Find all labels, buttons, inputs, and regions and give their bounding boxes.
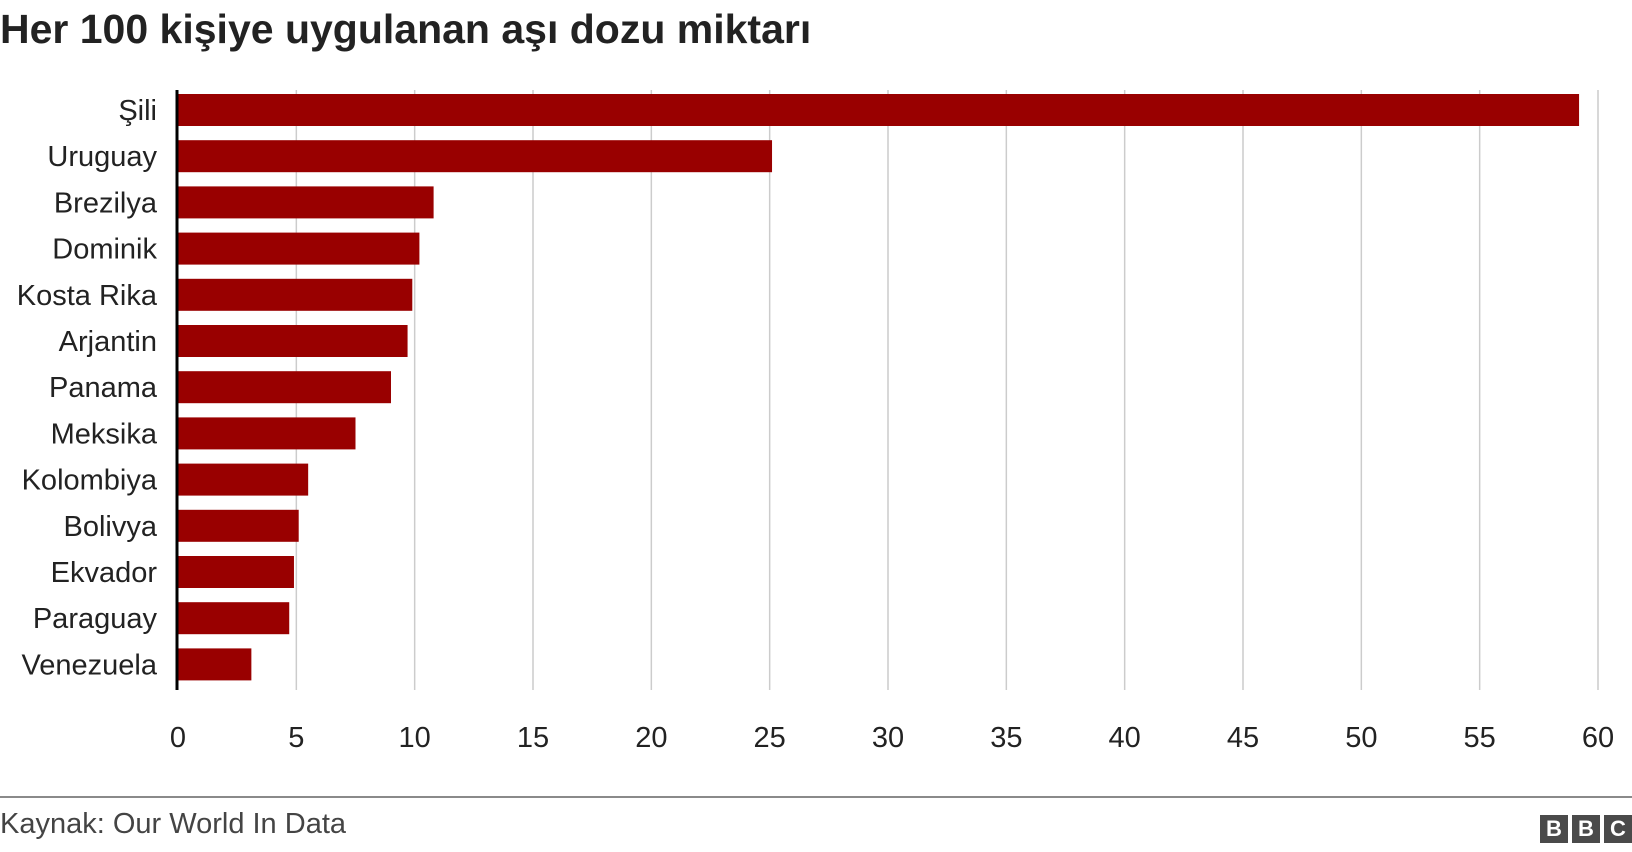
category-label: Panama [49,372,158,404]
bar [178,463,309,496]
category-label: Kosta Rika [17,280,158,312]
x-tick-label: 0 [170,722,186,754]
x-tick-label: 25 [754,722,786,754]
bar [178,186,434,219]
bar [178,278,413,311]
category-labels: Şili Uruguay Brezilya Dominik Kosta Rika Arja… [17,95,158,681]
bar [178,371,391,404]
bar-chart: Şili Uruguay Brezilya Dominik Kosta Rika Arja… [17,90,1614,754]
bbc-logo-letter: C [1604,815,1632,843]
chart-title: Her 100 kişiye uygulanan aşı dozu miktar… [0,6,812,52]
footer-divider [0,796,1632,798]
category-label: Ekvador [51,557,158,589]
x-tick-label: 35 [990,722,1022,754]
category-label: Kolombiya [22,465,158,497]
bar [178,602,290,635]
bar [178,325,408,357]
x-tick-label: 45 [1227,722,1259,754]
x-tick-label: 40 [1109,722,1141,754]
bar [178,648,252,681]
bar [178,556,294,588]
x-tick-label: 5 [288,722,304,754]
category-label: Şili [118,95,157,127]
bar [178,140,773,173]
bar [178,509,299,542]
x-tick-label: 60 [1582,722,1614,754]
x-tick-labels: 0 5 10 15 20 25 30 35 40 45 50 55 60 [170,722,1614,754]
bar [178,417,356,450]
gridlines [295,90,1599,690]
x-tick-label: 30 [872,722,904,754]
bars [178,94,1580,681]
source-note: Kaynak: Our World In Data [0,808,347,840]
bbc-logo-letter: B [1540,815,1568,843]
x-tick-label: 10 [399,722,431,754]
bbc-logo-letter: B [1572,815,1600,843]
x-tick-label: 15 [517,722,549,754]
category-label: Arjantin [59,326,157,358]
category-label: Uruguay [47,141,157,173]
category-label: Venezuela [22,649,158,681]
category-label: Meksika [51,418,158,450]
bbc-logo: B B C [1540,815,1632,843]
x-tick-label: 50 [1345,722,1377,754]
bar [178,94,1580,126]
category-label: Bolivya [64,511,158,543]
category-label: Dominik [52,234,157,266]
category-label: Paraguay [33,603,158,635]
category-label: Brezilya [54,187,158,219]
x-tick-label: 55 [1464,722,1496,754]
bar [178,232,420,265]
x-tick-label: 20 [635,722,667,754]
